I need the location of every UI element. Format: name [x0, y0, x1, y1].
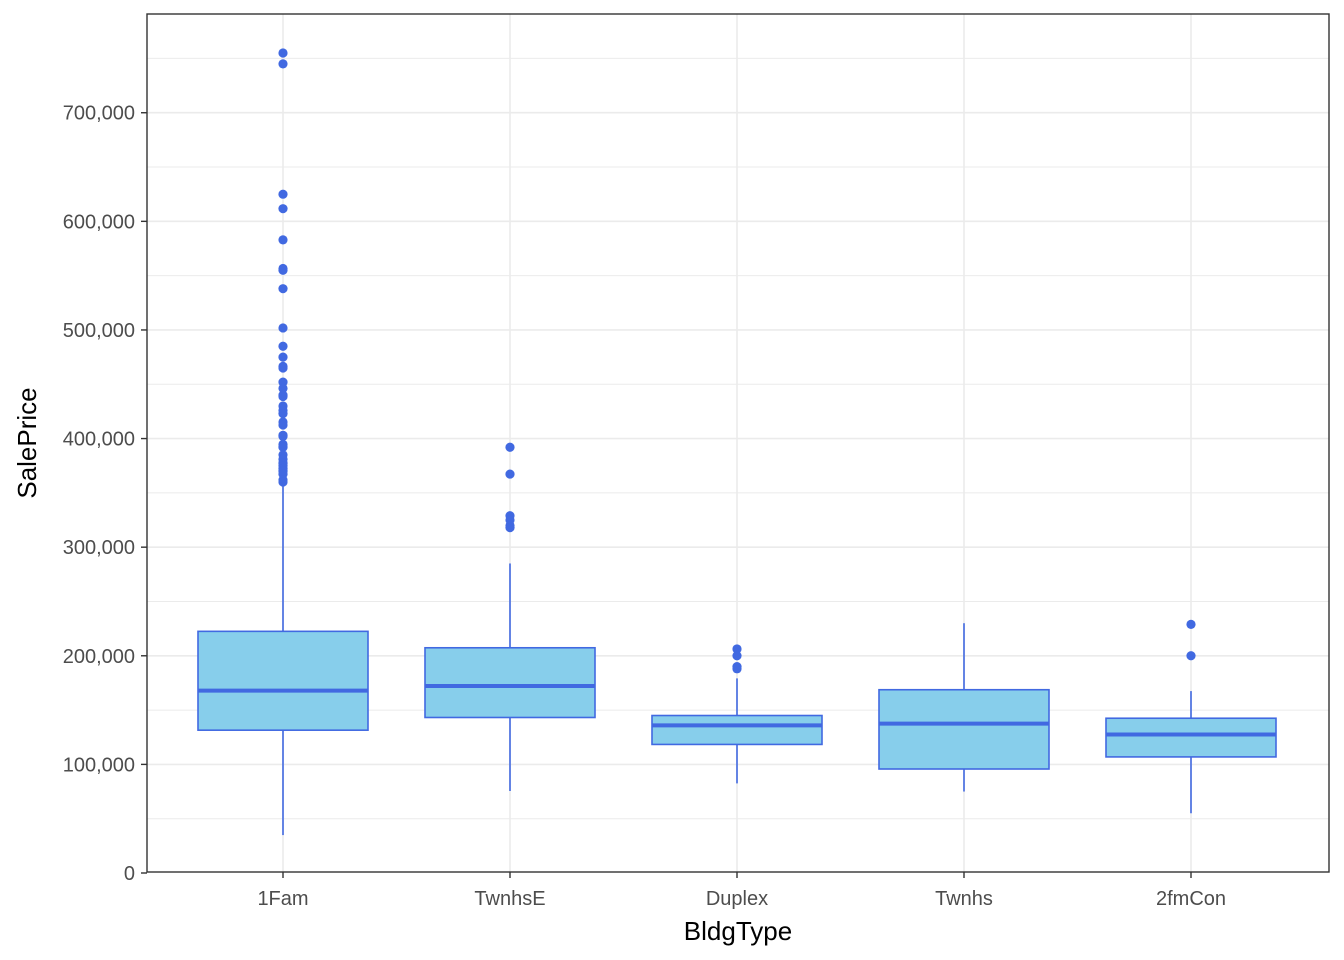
outlier-point	[732, 664, 742, 674]
box-group-2fmCon	[1105, 619, 1277, 814]
box	[1105, 717, 1277, 758]
y-tick-label: 300,000	[63, 537, 135, 559]
outlier-point	[278, 420, 288, 430]
box-group-1Fam	[197, 48, 369, 836]
outlier-point	[278, 352, 288, 362]
x-tick-label: TwnhsE	[474, 888, 545, 910]
x-tick-label: 2fmCon	[1156, 888, 1226, 910]
outlier-point	[278, 284, 288, 294]
boxes	[197, 48, 1277, 836]
box	[651, 714, 823, 746]
outlier-point	[278, 391, 288, 402]
x-tick-label: Twnhs	[935, 888, 993, 910]
box	[197, 630, 369, 731]
y-tick-label: 500,000	[63, 320, 135, 342]
box	[878, 688, 1050, 770]
panel-border	[146, 13, 1330, 873]
outlier-point	[278, 431, 288, 441]
outlier-point	[278, 442, 288, 452]
outlier-point	[1186, 619, 1196, 629]
outlier-point	[278, 383, 288, 393]
outlier-point	[278, 341, 288, 351]
y-tick-label: 100,000	[63, 754, 135, 776]
outlier-point	[278, 363, 288, 373]
axes: 0 100,000 200,000 300,000 400,000 500,000 600,…	[63, 103, 1226, 910]
y-tick-label: 200,000	[63, 646, 135, 668]
y-tick-label: 400,000	[63, 429, 135, 451]
y-tick-label: 600,000	[63, 211, 135, 233]
outlier-point	[505, 523, 515, 533]
box-group-TwnhsE	[424, 442, 596, 791]
outlier-point	[505, 469, 515, 479]
outlier-point	[278, 48, 288, 58]
outlier-point	[278, 265, 288, 275]
outlier-point	[505, 442, 515, 452]
y-tick-label: 0	[124, 863, 135, 885]
box-group-Twnhs	[878, 623, 1050, 792]
outlier-point	[732, 644, 742, 654]
outlier-point	[732, 651, 742, 661]
box	[424, 646, 596, 719]
outlier-point	[278, 323, 288, 333]
x-axis-title: BldgType	[684, 916, 792, 946]
box-group-Duplex	[651, 644, 823, 784]
y-tick-label: 700,000	[63, 103, 135, 125]
x-tick-label: Duplex	[706, 888, 768, 910]
y-axis-title: SalePrice	[12, 387, 42, 498]
outlier-point	[278, 189, 288, 199]
outlier-point	[278, 59, 288, 69]
outlier-point	[278, 477, 288, 487]
outlier-point	[278, 408, 288, 419]
outlier-point	[278, 204, 288, 214]
outlier-point	[278, 235, 288, 245]
outlier-point	[1186, 651, 1196, 661]
x-tick-label: 1Fam	[257, 888, 308, 910]
